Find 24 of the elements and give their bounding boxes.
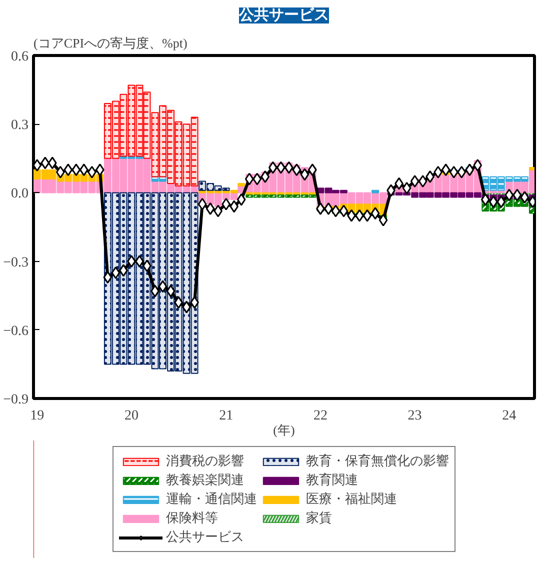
y-axis-title: (コアCPIへの寄与度、%pt): [34, 36, 188, 50]
legend-label: 家賃: [306, 509, 332, 527]
legend-label: 公共サービス: [166, 528, 244, 546]
x-tick-label: 20: [124, 408, 138, 424]
x-tick-label: 23: [408, 408, 422, 424]
x-axis-title: (年): [273, 422, 295, 438]
y-tick-label: −0.9: [3, 392, 29, 408]
y-tick-label: 0.3: [11, 118, 28, 134]
x-tick-label: 24: [502, 408, 516, 424]
legend-label: 医療・福祉関連: [306, 490, 397, 508]
legend-label: 運輸・通信関連: [166, 490, 257, 508]
y-tick-label: 0.0: [11, 186, 28, 202]
y-tick-label: 0.6: [11, 50, 28, 64]
legend-label: 教養娯楽関連: [166, 471, 244, 489]
x-tick-label: 19: [30, 408, 44, 424]
chart-title: 公共サービス: [238, 6, 329, 24]
y-tick-label: −0.6: [3, 324, 29, 339]
legend-label: 保険料等: [166, 509, 218, 527]
y-tick-label: −0.3: [3, 255, 29, 270]
legend-label: 教育・保育無償化の影響: [306, 452, 449, 470]
x-tick-label: 22: [313, 408, 328, 424]
x-tick-label: 21: [219, 408, 234, 424]
legend-label: 教育関連: [306, 471, 358, 489]
legend-label: 消費税の影響: [166, 452, 244, 470]
